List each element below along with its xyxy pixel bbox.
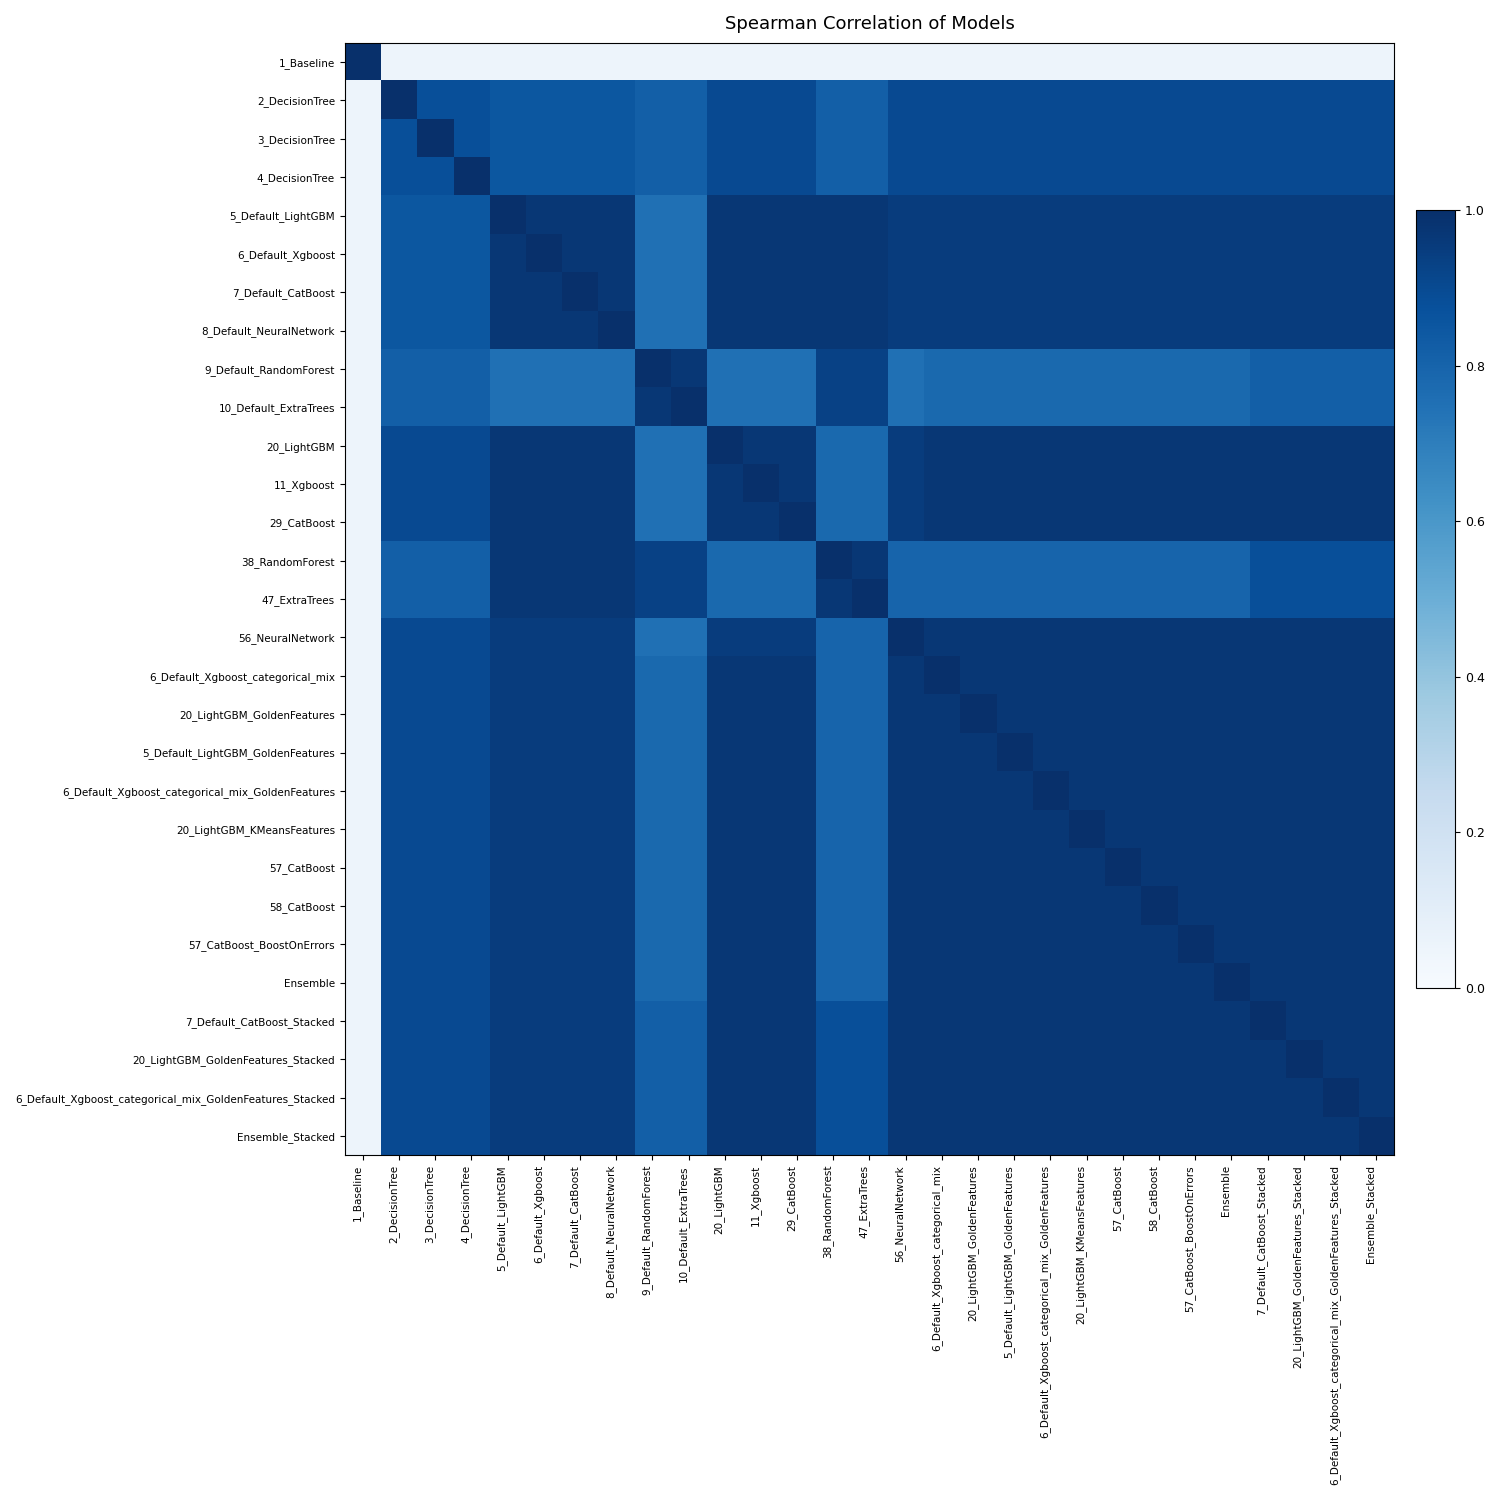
Title: Spearman Correlation of Models: Spearman Correlation of Models bbox=[724, 15, 1014, 33]
